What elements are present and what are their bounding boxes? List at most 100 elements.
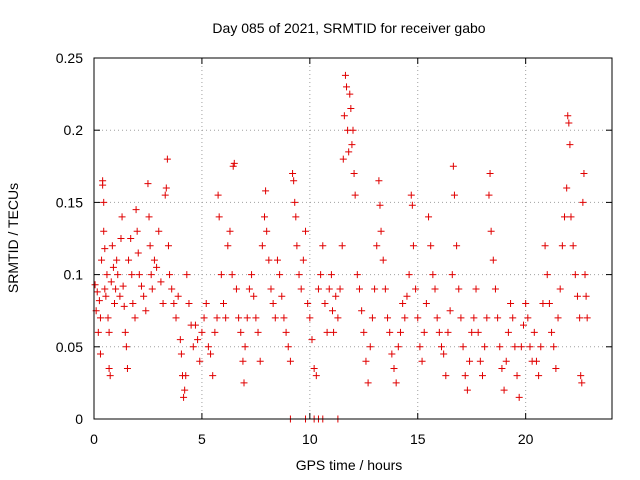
data-point — [105, 364, 113, 372]
data-point — [381, 285, 389, 293]
data-point — [408, 201, 416, 209]
data-point — [217, 271, 225, 279]
data-point — [526, 343, 534, 351]
data-point — [346, 90, 354, 98]
data-point — [265, 256, 273, 264]
data-point — [573, 292, 581, 300]
data-point — [112, 285, 120, 293]
data-point — [142, 307, 150, 315]
data-point — [442, 372, 450, 380]
data-point — [200, 314, 208, 322]
data-point — [491, 285, 499, 293]
data-point — [466, 357, 474, 365]
data-point — [168, 285, 176, 293]
data-point — [517, 343, 525, 351]
data-point — [345, 148, 353, 156]
data-point — [183, 271, 191, 279]
data-point — [258, 242, 266, 250]
data-point — [450, 191, 458, 199]
data-point — [431, 285, 439, 293]
data-point — [96, 314, 104, 322]
data-point — [390, 364, 398, 372]
data-point — [341, 71, 349, 79]
data-point — [566, 141, 574, 149]
data-point — [241, 343, 249, 351]
data-point — [511, 343, 519, 351]
data-point — [384, 314, 392, 322]
data-point — [444, 328, 452, 336]
data-point — [153, 263, 161, 271]
data-point — [232, 285, 240, 293]
data-point — [581, 271, 589, 279]
data-point — [284, 343, 292, 351]
data-point — [347, 105, 355, 113]
data-point — [215, 213, 223, 221]
data-point — [353, 271, 361, 279]
data-point — [299, 256, 307, 264]
data-point — [133, 227, 141, 235]
data-point — [364, 379, 372, 387]
data-point — [196, 357, 204, 365]
data-point — [500, 386, 508, 394]
data-point — [496, 343, 504, 351]
data-point — [539, 299, 547, 307]
data-point — [579, 198, 587, 206]
data-point — [159, 299, 167, 307]
data-point — [180, 393, 188, 401]
data-point — [448, 271, 456, 279]
data-point — [144, 180, 152, 188]
data-point — [101, 285, 109, 293]
data-point — [520, 321, 528, 329]
data-point — [91, 281, 99, 289]
data-point — [362, 357, 370, 365]
data-point — [470, 314, 478, 322]
data-point — [524, 314, 532, 322]
data-point — [278, 292, 286, 300]
data-point — [330, 328, 338, 336]
data-point — [468, 328, 476, 336]
data-point — [334, 314, 342, 322]
data-point — [308, 336, 316, 344]
data-point — [111, 299, 119, 307]
data-point — [239, 357, 247, 365]
data-point — [254, 328, 262, 336]
data-point — [507, 299, 515, 307]
data-point — [226, 227, 234, 235]
data-point — [565, 119, 573, 127]
data-point — [286, 357, 294, 365]
data-point — [229, 162, 237, 170]
y-tick-label: 0.1 — [64, 267, 84, 283]
data-point — [182, 372, 190, 380]
x-tick-label: 0 — [90, 431, 98, 447]
data-point — [118, 213, 126, 221]
data-point — [455, 285, 463, 293]
data-point — [191, 321, 199, 329]
data-point — [164, 242, 172, 250]
data-point — [170, 299, 178, 307]
data-point — [416, 343, 424, 351]
data-points — [91, 71, 591, 423]
data-point — [325, 285, 333, 293]
data-point — [95, 297, 103, 305]
data-point — [548, 328, 556, 336]
data-point — [282, 328, 290, 336]
data-point — [273, 256, 281, 264]
data-point — [108, 242, 116, 250]
plot-frame — [93, 57, 613, 420]
data-point — [552, 364, 560, 372]
data-point — [554, 314, 562, 322]
data-point — [386, 328, 394, 336]
data-point — [120, 302, 128, 310]
data-point — [292, 213, 300, 221]
data-point — [235, 314, 243, 322]
data-point — [147, 271, 155, 279]
data-point — [295, 271, 303, 279]
data-point — [163, 155, 171, 163]
data-point — [94, 328, 102, 336]
data-point — [535, 372, 543, 380]
data-point — [338, 242, 346, 250]
data-point — [174, 292, 182, 300]
data-point — [379, 256, 387, 264]
data-point — [420, 328, 428, 336]
y-tick-label: 0.25 — [56, 50, 83, 66]
